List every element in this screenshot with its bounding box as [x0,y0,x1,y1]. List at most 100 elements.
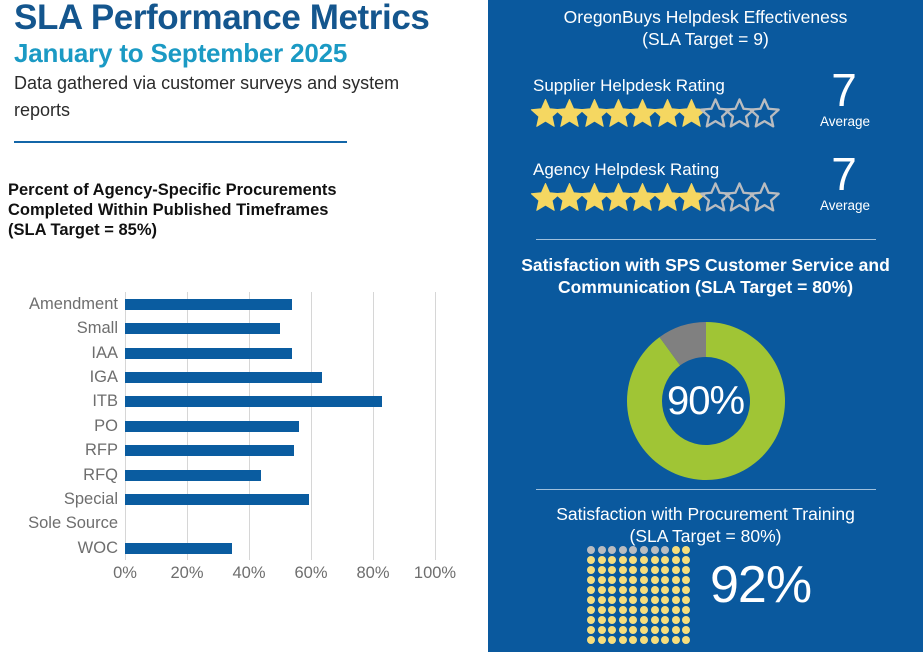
training-percent-label: 92% [710,556,812,614]
star-empty-icon [748,98,780,128]
bar-row [125,536,435,560]
bar [125,347,293,359]
bar-category-label: RFP [85,441,118,460]
waffle-dot-empty [608,546,617,554]
waffle-dot-filled [661,626,670,634]
gridline [435,292,436,560]
waffle-dot-filled [629,636,638,644]
waffle-dot-filled [682,596,691,604]
rating-value-agency: 7 [831,148,857,200]
waffle-dot-filled [629,606,638,614]
waffle-dot-filled [671,626,680,634]
waffle-dot-filled [650,576,659,584]
waffle-dot-filled [587,566,595,574]
helpdesk-title-line1: OregonBuys Helpdesk Effectiveness [563,7,848,27]
right-panel: OregonBuys Helpdesk Effectiveness (SLA T… [488,0,923,652]
bar-chart-title-line2: Completed Within Published Timeframes [8,201,329,219]
bar [125,299,293,310]
waffle-dot-filled [618,606,627,614]
waffle-dot-filled [650,566,659,574]
waffle-dot-filled [618,556,627,564]
bar-chart-title-line3: (SLA Target = 85%) [8,221,157,239]
waffle-dot-empty [629,546,638,554]
rating-label-agency: Agency Helpdesk Rating [533,160,720,179]
waffle-dot-filled [650,596,659,604]
waffle-dot-filled [587,576,595,584]
bar [125,396,383,408]
waffle-dot-filled [682,546,691,554]
rating-label-supplier: Supplier Helpdesk Rating [533,76,725,95]
waffle-dot-filled [629,556,638,564]
waffle-dot-filled [650,616,659,624]
bar-row [125,316,435,340]
waffle-dot-filled [640,576,648,584]
rating-caption-supplier: Average [819,114,871,129]
waffle-dot-filled [671,606,680,614]
waffle-dot-filled [661,616,670,624]
bar-chart-title: Percent of Agency-Specific Procurements … [8,180,458,240]
header-divider [14,141,347,143]
bar-row [125,341,435,365]
waffle-dot-filled [587,636,595,644]
waffle-dot-filled [640,636,648,644]
waffle-dot-filled [608,566,617,574]
x-axis-tick-label: 80% [356,564,390,582]
waffle-dot-filled [597,596,606,604]
waffle-dot-filled [597,586,606,594]
waffle-dot-filled [597,606,606,614]
page-title: SLA Performance Metrics [14,0,430,37]
x-axis-tick-label: 100% [413,564,457,582]
waffle-dot-filled [608,606,617,614]
bar-row [125,292,435,316]
bar-category-label: IAA [91,343,118,362]
x-axis-tick-label: 60% [294,564,328,582]
section-divider-1 [536,239,876,240]
waffle-dot-filled [618,636,627,644]
waffle-dot-filled [587,626,595,634]
waffle-dot-filled [682,606,691,614]
waffle-dot-filled [629,576,638,584]
training-title-line1: Satisfaction with Procurement Training [556,504,855,524]
waffle-dot-filled [608,616,617,624]
waffle-dot-filled [682,566,691,574]
page-note: Data gathered via customer surveys and s… [14,73,400,120]
waffle-dot-filled [597,556,606,564]
waffle-dot-filled [640,626,648,634]
donut-slice-unsatisfied [659,322,706,366]
waffle-dot-filled [608,556,617,564]
gridline [311,292,312,560]
waffle-dot-filled [618,566,627,574]
bar [125,469,262,481]
bar-category-label: Small [76,319,118,338]
waffle-dot-empty [640,546,648,554]
waffle-dot-filled [618,616,627,624]
bar-category-label: PO [94,416,118,435]
waffle-dot-empty [587,546,595,554]
waffle-dot-filled [661,636,670,644]
sps-donut-chart: 90% [488,322,923,480]
waffle-dot-filled [640,596,648,604]
sps-title-line1: Satisfaction with SPS Customer Service a… [521,255,890,275]
waffle-dot-filled [650,586,659,594]
bar-category-label: Special [63,489,118,508]
x-axis-tick-label: 0% [113,564,137,582]
waffle-dot-filled [671,596,680,604]
left-panel: SLA Performance Metrics January to Septe… [8,0,458,582]
waffle-dot-filled [671,556,680,564]
star-rating-supplier [530,98,780,130]
star-empty-icon [748,182,780,212]
waffle-dot-filled [608,586,617,594]
bar-row [125,487,435,511]
waffle-dot-filled [682,616,691,624]
waffle-dot-filled [682,576,691,584]
bar-row [125,438,435,462]
bar [125,493,310,505]
waffle-dot-filled [629,626,638,634]
waffle-dot-filled [671,546,680,554]
waffle-dot-filled [661,586,670,594]
bar-row [125,365,435,389]
section-divider-2 [536,489,876,490]
waffle-dot-empty [650,546,659,554]
waffle-dot-filled [629,596,638,604]
